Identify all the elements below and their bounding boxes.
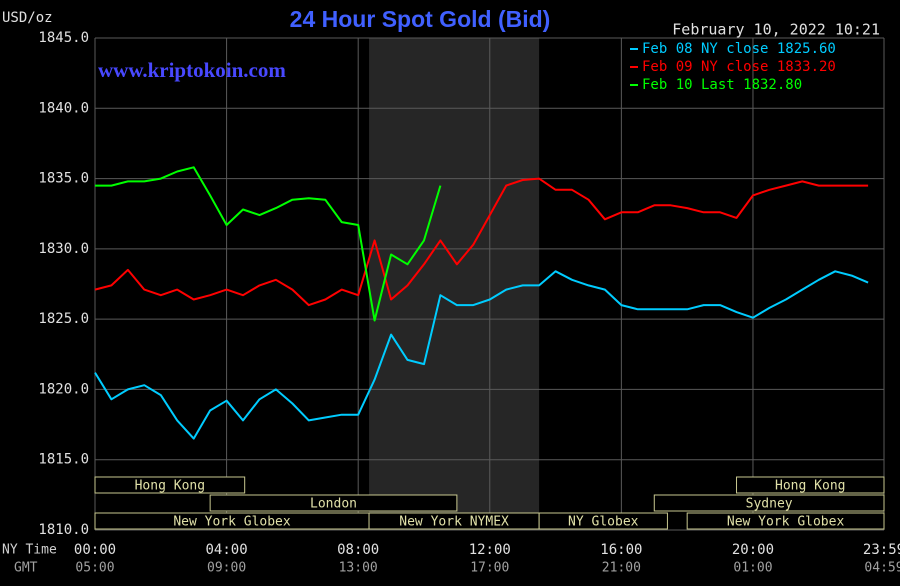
- y-tick-label: 1835.0: [38, 171, 89, 187]
- session-label: New York Globex: [173, 515, 291, 530]
- session-label: London: [310, 497, 357, 512]
- x-tick-label: 04:00: [206, 542, 248, 558]
- x2-tick-label: 01:00: [733, 561, 772, 576]
- series-line: [94, 270, 869, 440]
- session-box: [209, 494, 458, 512]
- y-axis-label: USD/oz: [2, 10, 53, 26]
- x-tick-label: 23:59: [863, 542, 900, 558]
- legend-label: Feb 10 Last 1832.80: [642, 77, 802, 93]
- session-label: NY Globex: [568, 515, 639, 530]
- x-tick-label: 08:00: [337, 542, 379, 558]
- session-box: [538, 512, 668, 530]
- session-label: New York Globex: [727, 515, 845, 530]
- x2-tick-label: 13:00: [339, 561, 378, 576]
- x2-tick-label: 05:00: [75, 561, 114, 576]
- session-label: New York NYMEX: [399, 515, 509, 530]
- x2-axis-label: GMT: [14, 561, 38, 576]
- x-tick-label: 00:00: [74, 542, 116, 558]
- session-box: [686, 512, 885, 530]
- y-tick-label: 1845.0: [38, 30, 89, 46]
- y-tick-label: 1810.0: [38, 522, 89, 538]
- session-box: [653, 494, 885, 512]
- x2-tick-label: 21:00: [602, 561, 641, 576]
- session-box: [736, 476, 885, 494]
- legend-label: Feb 08 NY close 1825.60: [642, 41, 836, 57]
- x-tick-label: 20:00: [732, 542, 774, 558]
- y-tick-label: 1820.0: [38, 381, 89, 397]
- x2-tick-label: 04:59: [864, 561, 900, 576]
- series-line: [94, 177, 869, 307]
- series-line: [95, 166, 442, 322]
- session-label: Sydney: [746, 497, 793, 512]
- x-tick-label: 16:00: [600, 542, 642, 558]
- x-tick-label: 12:00: [469, 542, 511, 558]
- watermark: www.kriptokoin.com: [98, 58, 286, 82]
- session-label: Hong Kong: [135, 479, 205, 494]
- legend-label: Feb 09 NY close 1833.20: [642, 59, 836, 75]
- y-tick-label: 1840.0: [38, 100, 89, 116]
- y-tick-label: 1830.0: [38, 241, 89, 257]
- x-axis-label: NY Time: [2, 543, 57, 558]
- y-tick-label: 1825.0: [38, 311, 89, 327]
- chart-title: 24 Hour Spot Gold (Bid): [290, 6, 551, 32]
- timestamp: February 10, 2022 10:21: [672, 21, 880, 39]
- x2-tick-label: 17:00: [470, 561, 509, 576]
- session-box: [94, 476, 246, 494]
- pit-session-shade: [369, 38, 540, 530]
- x2-tick-label: 09:00: [207, 561, 246, 576]
- session-label: Hong Kong: [775, 479, 845, 494]
- y-tick-label: 1815.0: [38, 452, 89, 468]
